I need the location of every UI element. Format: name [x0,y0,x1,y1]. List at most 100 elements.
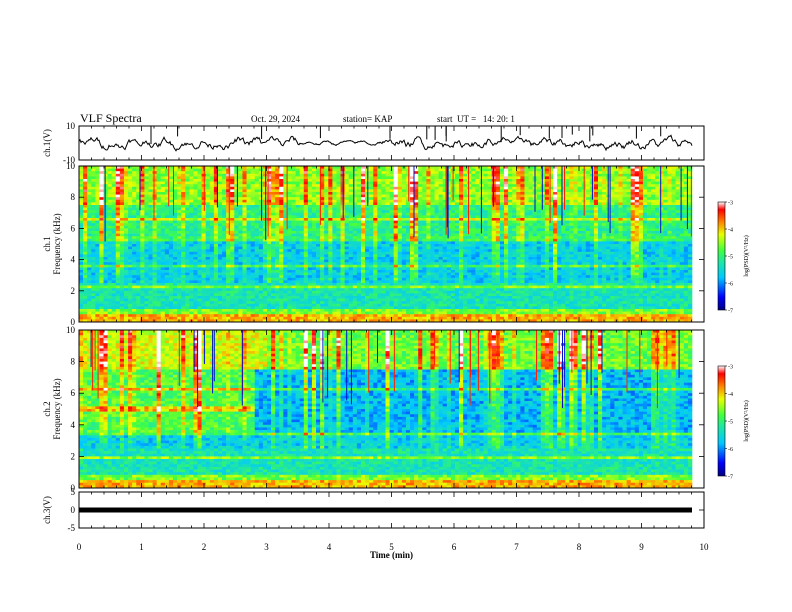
spectrogram-cell [160,212,166,216]
spectrogram-cell [659,205,664,208]
spectrogram-cell [454,215,460,219]
spectrogram-cell [152,246,157,250]
spectrogram-cell [405,173,411,177]
spectrogram-cell [238,244,243,247]
spectrogram-cell [156,184,162,188]
spectrogram-cell [332,244,337,247]
spectrogram-cell [119,171,125,175]
spectrogram-cell [589,215,595,219]
spectrogram-cell [389,202,394,206]
spectrogram-cell [389,192,394,195]
spectrogram-cell [671,186,676,190]
spectrogram-cell [679,244,685,247]
spectrogram-cell [610,168,615,172]
spectrogram-cell [336,220,341,224]
spectrogram-cell [226,249,231,253]
spectrogram-cell [683,215,689,219]
spectrogram-cell [410,181,415,185]
spectrogram-cell [360,166,366,169]
spectrogram-cell [291,205,296,208]
spectrogram-cell [499,228,505,232]
spectrogram-cell [99,168,104,172]
spectrogram-cell [369,205,374,208]
spectrogram-cell [454,210,460,214]
spectrogram-cell [553,194,558,198]
spectrogram-cell [647,223,652,227]
spectrogram-cell [675,194,681,198]
spectrogram-cell [283,205,288,208]
spectrogram-cell [659,194,664,198]
spectrogram-cell [103,189,108,193]
spectrogram-cell [160,194,166,198]
spectrogram-cell [373,220,378,224]
spectrogram-cell [254,210,260,214]
spectrogram-cell [164,205,170,208]
spectrogram-cell [271,207,276,211]
spectrogram-cell [593,220,599,224]
spectrogram-cell [671,184,676,188]
spectrogram-cell [83,238,88,242]
spectrogram-cell [524,223,529,227]
spectrogram-cell [524,181,529,185]
spectrogram-cell [434,231,439,234]
spectrogram-cell [565,166,570,169]
spectrogram-cell [295,205,300,208]
spectrogram-cell [217,223,223,227]
spectrogram-cell [115,179,121,182]
spectrogram-cell [647,249,652,253]
spectrogram-cell [569,184,574,188]
spectrogram-cell [487,236,493,240]
spectrogram-cell [99,194,104,198]
spectrogram-cell [569,207,574,211]
spectrogram-cell [160,231,166,234]
spectrogram-cell [352,202,358,206]
spectrogram-cell [181,189,186,193]
spectrogram-cell [344,173,350,177]
spectrogram-cell [642,215,648,219]
spectrogram-cell [144,207,149,211]
spectrogram-cell [397,205,403,208]
spectrogram-cell [160,199,166,203]
spectrogram-cell [95,199,100,203]
spectrogram-cell [442,186,448,190]
spectrogram-cell [266,225,272,229]
spectrogram-cell [671,244,676,247]
spectrogram-cell [91,197,96,201]
spectrogram-cell [508,205,513,208]
spectrogram-cell [181,184,186,188]
spectrogram-cell [103,207,108,211]
spectrogram-cell [401,236,407,240]
spectrogram-cell [516,194,521,198]
spectrogram-cell [426,166,431,169]
spectrogram-cell [671,176,676,180]
spectrogram-cell [128,179,133,182]
spectrogram-cell [262,236,268,240]
spectrogram-cell [405,228,411,232]
spectrogram-cell [414,241,419,245]
spectrogram-cell [123,215,129,219]
spectrogram-cell [405,179,411,182]
spectrogram-cell [128,231,133,234]
spectrogram-cell [561,181,566,185]
spectrogram-cell [446,186,452,190]
spectrogram-cell [250,189,256,193]
spectrogram-cell [389,197,394,201]
spectrogram-cell [99,233,104,237]
spectrogram-cell [103,231,108,234]
spectrogram-cell [234,207,239,211]
spectrogram-cell [299,223,305,227]
spectrogram-cell [128,181,133,185]
spectrogram-cell [504,166,509,169]
spectrogram-cell [295,192,300,195]
spectrogram-cell [271,194,276,198]
spectrogram-cell [589,205,595,208]
spectrogram-cell [189,207,194,211]
spectrogram-cell [140,186,145,190]
spectrogram-cell [467,218,472,221]
spectrogram-cell [401,220,407,224]
spectrogram-cell [675,228,681,232]
spectrogram-cell [610,228,615,232]
spectrogram-cell [258,246,264,250]
spectrogram-cell [320,225,325,229]
spectrogram-cell [246,197,251,201]
